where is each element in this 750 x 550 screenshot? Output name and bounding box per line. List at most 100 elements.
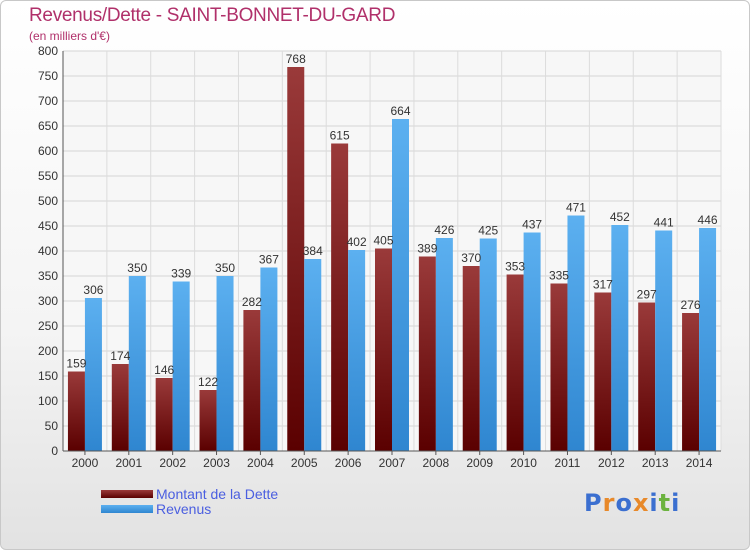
chart-title: Revenus/Dette - SAINT-BONNET-DU-GARD [29, 5, 396, 26]
data-label-debt: 174 [110, 349, 130, 363]
y-tick-label: 750 [38, 69, 58, 83]
x-tick-label: 2013 [642, 456, 669, 470]
legend-label-debt: Montant de la Dette [156, 486, 279, 502]
bar-debt [682, 313, 700, 451]
logo-letter: o [615, 489, 633, 517]
x-tick-label: 2012 [598, 456, 625, 470]
y-tick-label: 450 [38, 219, 58, 233]
data-label-debt: 317 [593, 278, 613, 292]
data-label-debt: 389 [417, 242, 437, 256]
data-label-debt: 297 [637, 288, 657, 302]
data-label-revenue: 425 [478, 224, 498, 238]
logo-letter: i [671, 489, 681, 517]
data-label-debt: 353 [505, 260, 525, 274]
bar-revenue [435, 238, 453, 451]
y-tick-label: 100 [38, 394, 58, 408]
bar-revenue [479, 238, 497, 451]
data-label-revenue: 437 [522, 218, 542, 232]
bar-revenue [567, 215, 585, 451]
logo-letter: t [658, 489, 672, 517]
bar-debt [418, 256, 436, 451]
logo-letter: i [649, 489, 659, 517]
legend-label-revenue: Revenus [156, 501, 212, 517]
bar-debt [199, 390, 217, 451]
y-tick-label: 150 [38, 369, 58, 383]
data-label-revenue: 446 [698, 213, 718, 227]
y-tick-label: 700 [38, 94, 58, 108]
data-label-debt: 282 [242, 295, 262, 309]
data-label-debt: 615 [330, 129, 350, 143]
x-tick-label: 2008 [423, 456, 450, 470]
bar-debt [67, 371, 85, 451]
data-label-debt: 370 [461, 251, 481, 265]
data-label-revenue: 350 [215, 261, 235, 275]
bar-revenue [128, 276, 146, 451]
logo-letter: P [584, 489, 603, 517]
data-label-revenue: 426 [434, 223, 454, 237]
y-tick-label: 300 [38, 294, 58, 308]
data-label-revenue: 402 [347, 235, 367, 249]
y-tick-label: 550 [38, 169, 58, 183]
x-tick-label: 2009 [466, 456, 493, 470]
x-tick-label: 2005 [291, 456, 318, 470]
y-tick-label: 200 [38, 344, 58, 358]
proxiti-logo: Proxiti [584, 489, 680, 517]
bar-revenue [260, 267, 278, 451]
y-tick-label: 800 [38, 44, 58, 58]
bar-debt [243, 310, 261, 451]
bar-debt [155, 378, 173, 451]
bar-debt [550, 283, 568, 451]
x-tick-label: 2006 [335, 456, 362, 470]
bar-revenue [699, 228, 717, 451]
x-tick-label: 2002 [159, 456, 186, 470]
data-label-debt: 335 [549, 269, 569, 283]
data-label-revenue: 339 [171, 267, 191, 281]
bar-revenue [392, 119, 409, 451]
bar-revenue [348, 250, 366, 451]
bar-revenue [523, 232, 541, 451]
x-tick-label: 2010 [510, 456, 537, 470]
chart-subtitle: (en milliers d'€) [29, 29, 110, 43]
x-tick-label: 2001 [115, 456, 142, 470]
bar-revenue [172, 281, 190, 451]
legend-swatch-debt [101, 490, 153, 498]
data-label-debt: 159 [66, 357, 86, 371]
data-label-debt: 276 [681, 298, 701, 312]
data-label-revenue: 471 [566, 201, 586, 215]
y-tick-label: 500 [38, 194, 58, 208]
data-label-revenue: 306 [83, 283, 103, 297]
bar-debt [375, 248, 392, 451]
y-tick-label: 350 [38, 269, 58, 283]
bar-revenue [304, 259, 322, 451]
bar-revenue [655, 230, 673, 451]
y-tick-label: 400 [38, 244, 58, 258]
x-tick-label: 2003 [203, 456, 230, 470]
y-tick-label: 600 [38, 144, 58, 158]
bar-debt [638, 302, 656, 451]
x-tick-label: 2004 [247, 456, 274, 470]
data-label-revenue: 441 [654, 216, 674, 230]
x-tick-label: 2014 [686, 456, 713, 470]
data-label-revenue: 664 [390, 104, 410, 118]
bar-debt [506, 274, 524, 451]
logo-letter: x [632, 489, 650, 517]
y-tick-label: 250 [38, 319, 58, 333]
data-label-debt: 146 [154, 363, 174, 377]
x-tick-label: 2007 [379, 456, 406, 470]
bar-debt [287, 67, 305, 451]
data-label-debt: 405 [373, 234, 393, 248]
bar-revenue [84, 298, 102, 451]
bar-debt [111, 364, 129, 451]
data-label-revenue: 350 [127, 261, 147, 275]
data-label-debt: 122 [198, 375, 218, 389]
bar-debt [594, 292, 612, 451]
y-tick-label: 650 [38, 119, 58, 133]
bar-revenue [611, 225, 629, 451]
data-label-revenue: 367 [259, 253, 279, 267]
bar-debt [331, 143, 349, 451]
data-label-revenue: 384 [303, 244, 323, 258]
legend-swatch-revenue [101, 505, 153, 513]
bar-revenue [216, 276, 234, 451]
